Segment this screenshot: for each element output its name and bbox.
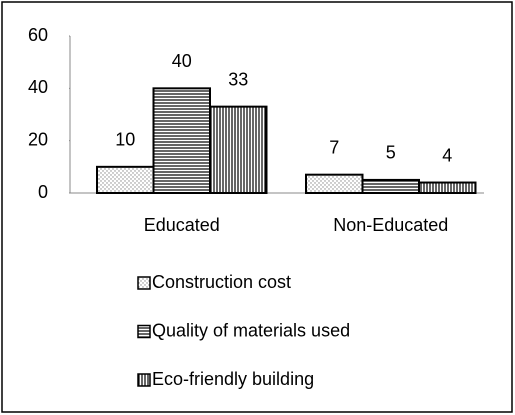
bar [152,87,211,194]
y-tick-label: 60 [28,25,48,45]
y-tick-label: 20 [28,129,48,149]
legend-swatch [137,324,151,339]
legend-swatch [137,373,151,387]
bar [305,173,364,194]
y-tick-label: 0 [38,182,48,202]
legend-swatch [137,276,151,290]
x-tick-label: Educated [144,215,220,235]
data-label: 40 [172,51,192,71]
bar [209,105,268,194]
legend-label: Construction cost [152,272,291,292]
bar [418,181,477,195]
data-label: 7 [329,137,339,157]
legend-label: Eco-friendly building [152,369,314,389]
data-label: 10 [115,130,135,150]
bar [361,178,420,195]
x-tick-label: Non-Educated [333,215,448,235]
legend-label: Quality of materials used [152,320,350,340]
data-label: 4 [442,145,452,165]
data-label: 33 [228,69,248,89]
data-label: 5 [386,143,396,163]
y-tick-label: 40 [28,77,48,97]
bar [96,165,155,194]
